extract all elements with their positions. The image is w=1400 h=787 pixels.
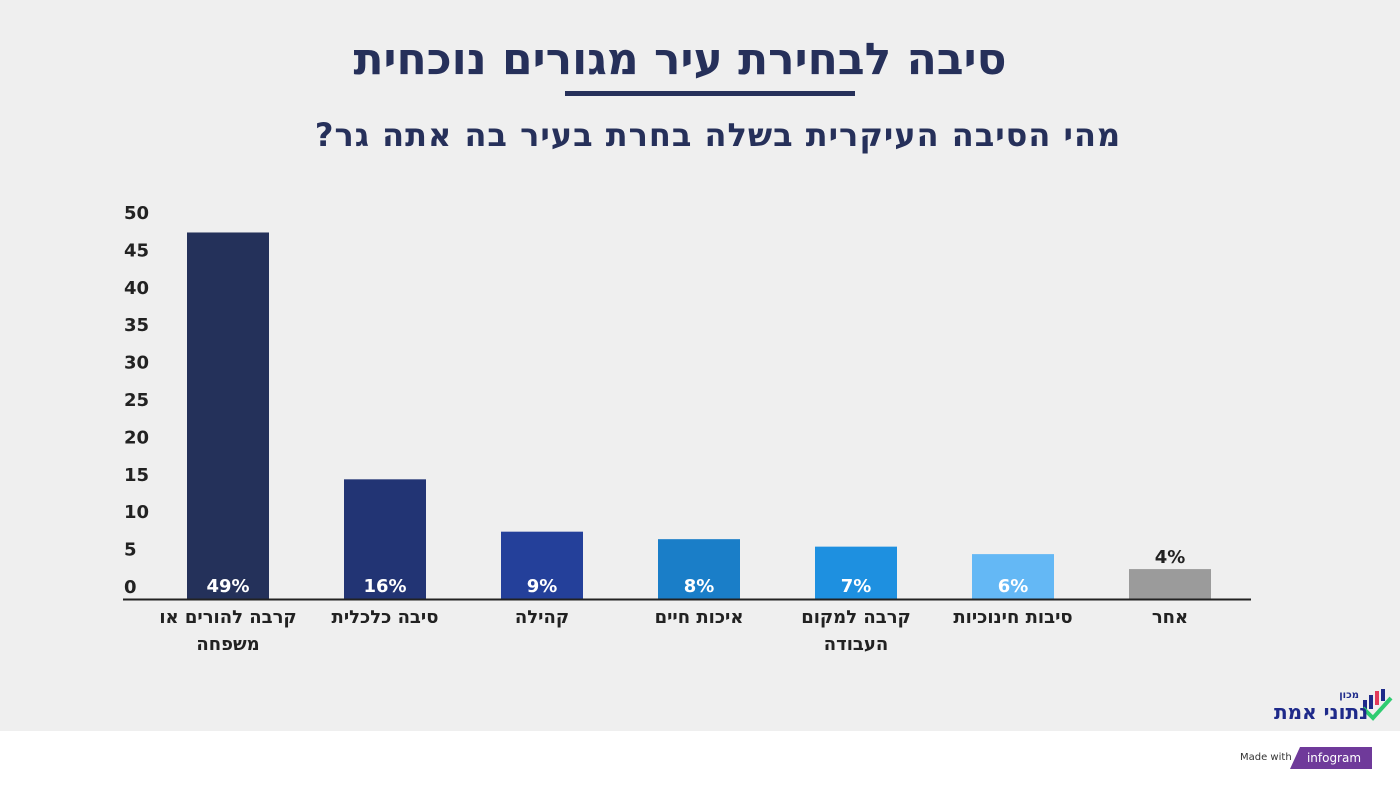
y-tick-label: 30 <box>124 353 149 374</box>
y-tick-label: 25 <box>124 390 149 411</box>
x-category-label: סיבות חינוכיות <box>953 607 1072 628</box>
title-underline <box>565 91 855 96</box>
x-category-label: איכות חיים <box>655 607 744 628</box>
x-category-label: משפחה <box>196 634 259 655</box>
x-category-label: קהילה <box>515 607 569 628</box>
y-tick-label: 50 <box>124 203 149 224</box>
bar <box>501 531 583 599</box>
y-tick-label: 45 <box>124 240 149 261</box>
chart-title: סיבה לבחירת עיר מגורים נוכחית <box>353 34 1007 85</box>
chart-subtitle: מהי הסיבה העיקרית בשלה בחרת בעיר בה אתה … <box>314 116 1122 154</box>
bar <box>1129 569 1211 599</box>
made-with-label: Made with <box>1240 752 1292 763</box>
y-tick-label: 0 <box>124 577 137 598</box>
bar <box>187 232 269 600</box>
bar <box>972 554 1054 599</box>
y-tick-label: 10 <box>124 502 149 523</box>
x-category-label: סיבה כלכלית <box>332 607 439 628</box>
institute-logo: מכון נתוני אמת <box>1268 688 1393 728</box>
data-label: 7% <box>841 576 872 597</box>
y-tick-label: 40 <box>124 278 149 299</box>
logo-small-text: מכון <box>1339 690 1359 701</box>
bar <box>815 546 897 599</box>
bar <box>658 539 740 599</box>
data-label: 8% <box>684 576 715 597</box>
logo-bars-check-icon <box>1361 689 1393 721</box>
data-label: 9% <box>527 576 558 597</box>
data-label: 16% <box>363 576 406 597</box>
data-label: 4% <box>1155 547 1186 568</box>
y-tick-label: 20 <box>124 427 149 448</box>
logo-big-text: נתוני אמת <box>1274 700 1369 724</box>
y-tick-label: 35 <box>124 315 149 336</box>
y-tick-label: 15 <box>124 465 149 486</box>
infogram-link[interactable]: infogram <box>1290 747 1372 769</box>
data-label: 49% <box>206 576 249 597</box>
data-label: 6% <box>998 576 1029 597</box>
y-tick-label: 5 <box>124 540 137 561</box>
x-category-label: העבודה <box>824 634 888 655</box>
bar-chart: 0 5 10 15 20 25 30 35 40 45 50 49% קרבה להורים או משפ… <box>123 203 1251 655</box>
x-category-label: קרבה להורים או <box>159 607 296 628</box>
x-category-label: קרבה למקום <box>801 607 911 628</box>
bar <box>344 479 426 599</box>
x-category-label: אחר <box>1152 607 1188 628</box>
